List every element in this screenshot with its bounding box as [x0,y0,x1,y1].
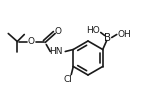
Text: O: O [28,37,35,46]
Text: O: O [55,27,62,36]
Text: HO: HO [86,26,100,35]
Text: OH: OH [118,30,132,39]
Text: Cl: Cl [64,75,73,84]
Text: HN: HN [50,47,63,56]
Text: B: B [104,32,111,42]
